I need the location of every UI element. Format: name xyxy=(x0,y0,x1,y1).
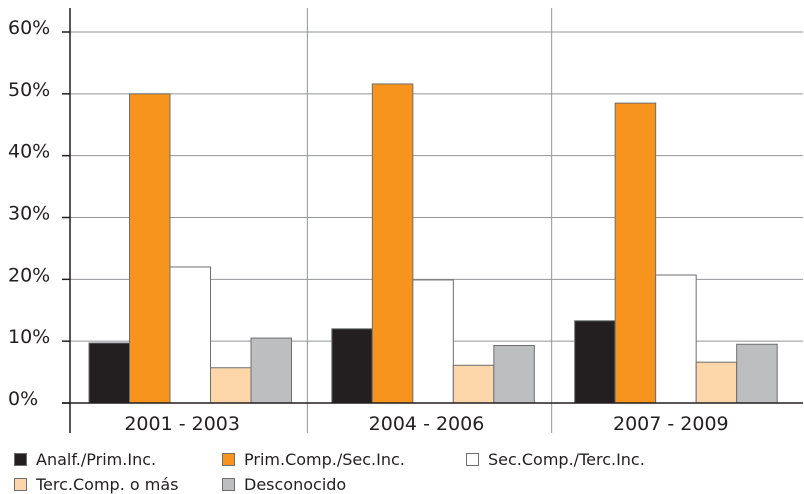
bar xyxy=(331,328,373,404)
y-tick-label: 20% xyxy=(8,264,50,286)
bar xyxy=(129,93,171,404)
legend-item-terc-comp: Terc.Comp. o más xyxy=(14,475,178,494)
bar xyxy=(169,266,211,404)
y-tick-label: 0% xyxy=(8,388,38,410)
legend-label: Prim.Comp./Sec.Inc. xyxy=(244,450,405,469)
legend: Analf./Prim.Inc. Prim.Comp./Sec.Inc. Sec… xyxy=(0,440,804,494)
legend-swatch xyxy=(14,453,27,466)
bar xyxy=(88,342,130,404)
legend-item-sec-comp: Sec.Comp./Terc.Inc. xyxy=(466,450,645,469)
legend-item-prim-comp: Prim.Comp./Sec.Inc. xyxy=(222,450,405,469)
y-tick-label: 40% xyxy=(8,141,50,163)
bar xyxy=(736,343,778,404)
y-tick-label: 10% xyxy=(8,326,50,348)
bar xyxy=(412,279,454,404)
bar xyxy=(574,320,616,404)
bar xyxy=(250,337,292,404)
bar xyxy=(655,274,697,404)
x-category-label: 2001 - 2003 xyxy=(124,413,240,435)
x-category-label: 2007 - 2009 xyxy=(613,413,729,435)
y-tick-label: 60% xyxy=(8,17,50,39)
legend-label: Analf./Prim.Inc. xyxy=(36,450,157,469)
bar xyxy=(695,361,738,404)
y-tick-label: 50% xyxy=(8,79,50,101)
legend-swatch xyxy=(14,478,27,491)
legend-item-analf: Analf./Prim.Inc. xyxy=(14,450,156,469)
bar-chart: 0% 10% 20% 30% 40% 50% 60% 2001 - 2003 2004 - 20… xyxy=(8,8,803,435)
legend-swatch xyxy=(466,453,479,466)
legend-label: Desconocido xyxy=(244,475,347,494)
bar xyxy=(493,344,535,404)
legend-swatch xyxy=(222,453,235,466)
legend-label: Sec.Comp./Terc.Inc. xyxy=(488,450,645,469)
bar xyxy=(452,364,495,404)
bar xyxy=(371,83,414,404)
legend-item-desconocido: Desconocido xyxy=(222,475,346,494)
x-category-label: 2004 - 2006 xyxy=(369,413,485,435)
bar xyxy=(614,102,657,404)
bar xyxy=(210,367,252,404)
y-tick-label: 30% xyxy=(8,203,50,225)
legend-label: Terc.Comp. o más xyxy=(36,475,179,494)
legend-swatch xyxy=(222,478,235,491)
